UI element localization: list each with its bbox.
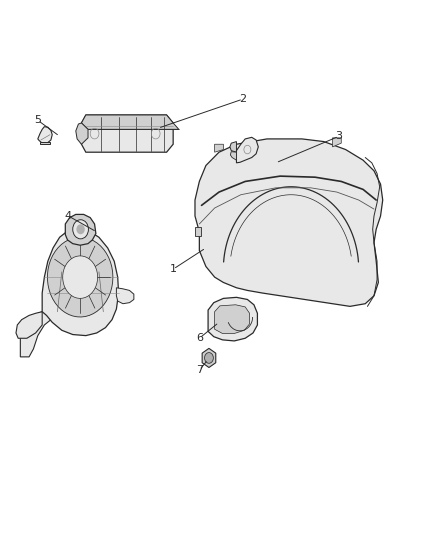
Polygon shape bbox=[230, 142, 237, 152]
Text: 5: 5 bbox=[34, 115, 41, 125]
Text: 4: 4 bbox=[65, 211, 72, 221]
Polygon shape bbox=[38, 127, 52, 144]
Polygon shape bbox=[237, 138, 258, 163]
Polygon shape bbox=[81, 115, 179, 130]
Text: 3: 3 bbox=[336, 131, 343, 141]
Text: 1: 1 bbox=[170, 264, 177, 274]
Text: 2: 2 bbox=[240, 94, 247, 104]
Polygon shape bbox=[195, 139, 383, 306]
Polygon shape bbox=[16, 312, 42, 338]
Polygon shape bbox=[40, 142, 49, 144]
Text: 7: 7 bbox=[196, 365, 203, 375]
Polygon shape bbox=[215, 305, 250, 334]
Polygon shape bbox=[81, 115, 173, 152]
Polygon shape bbox=[195, 227, 201, 236]
Polygon shape bbox=[208, 297, 258, 341]
Polygon shape bbox=[332, 138, 341, 147]
Polygon shape bbox=[117, 288, 134, 304]
Polygon shape bbox=[42, 228, 119, 336]
Polygon shape bbox=[215, 144, 223, 152]
Polygon shape bbox=[202, 349, 216, 368]
Polygon shape bbox=[63, 256, 98, 298]
Polygon shape bbox=[230, 152, 237, 160]
Text: 6: 6 bbox=[196, 333, 203, 343]
Polygon shape bbox=[76, 123, 88, 144]
Polygon shape bbox=[47, 237, 113, 317]
Polygon shape bbox=[65, 214, 96, 245]
Circle shape bbox=[205, 353, 213, 364]
Circle shape bbox=[77, 225, 84, 233]
Circle shape bbox=[73, 220, 88, 239]
Polygon shape bbox=[20, 312, 57, 357]
